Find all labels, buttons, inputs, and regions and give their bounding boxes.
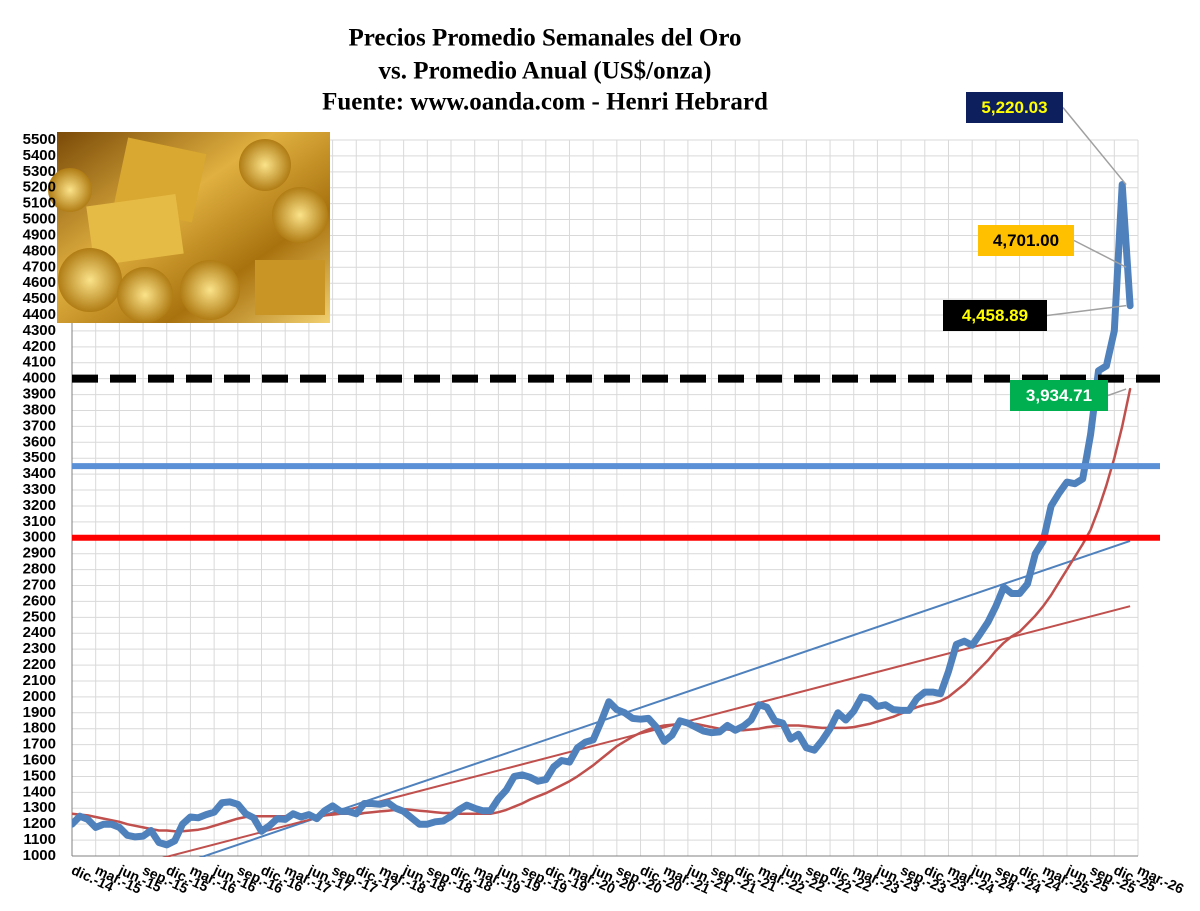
y-tick-label: 1300 [23, 799, 56, 816]
annotation-pointer [1073, 239, 1127, 268]
y-tick-label: 4500 [23, 290, 56, 307]
series-line [72, 387, 1132, 833]
y-tick-label: 2400 [23, 624, 56, 641]
annotation-box [966, 92, 1063, 123]
x-tick-label: mar.-26 [1135, 862, 1186, 897]
annotation-box [1010, 380, 1108, 411]
y-tick-label: 3900 [23, 386, 56, 403]
y-tick-label: 5200 [23, 179, 56, 196]
y-tick-label: 4600 [23, 274, 56, 291]
y-tick-label: 3800 [23, 401, 56, 418]
y-tick-label: 5500 [23, 131, 56, 148]
y-tick-label: 4200 [23, 338, 56, 355]
y-tick-label: 2100 [23, 672, 56, 689]
y-tick-label: 3100 [23, 513, 56, 530]
y-tick-label: 4400 [23, 306, 56, 323]
y-tick-label: 5100 [23, 195, 56, 212]
y-tick-label: 1800 [23, 720, 56, 737]
y-tick-label: 1100 [23, 831, 56, 848]
y-tick-label: 2800 [23, 561, 56, 578]
y-tick-label: 1600 [23, 752, 56, 769]
annotation-label: 3,934.71 [1026, 386, 1092, 405]
y-tick-label: 3200 [23, 497, 56, 514]
y-tick-label: 2600 [23, 592, 56, 609]
chart-title: Fuente: www.oanda.com - Henri Hebrard [322, 89, 768, 116]
grid [71, 139, 1139, 857]
y-tick-label: 1000 [23, 847, 56, 864]
annotation-pointer [1107, 388, 1127, 397]
annotation-pointer [1046, 304, 1127, 317]
y-tick-label: 1500 [23, 767, 56, 784]
y-tick-label: 3500 [23, 449, 56, 466]
y-tick-label: 2500 [23, 608, 56, 625]
y-tick-label: 5300 [23, 163, 56, 180]
y-tick-label: 2900 [23, 545, 56, 562]
chart-title: vs. Promedio Anual (US$/onza) [379, 58, 712, 85]
y-tick-label: 3400 [23, 465, 56, 482]
y-tick-label: 4800 [23, 242, 56, 259]
y-tick-label: 1400 [23, 783, 56, 800]
photo [48, 132, 330, 323]
y-tick-label: 3600 [23, 433, 56, 450]
y-tick-label: 2300 [23, 640, 56, 657]
y-tick-label: 1900 [23, 704, 56, 721]
y-tick-label: 4700 [23, 258, 56, 275]
annotation-label: 5,220.03 [981, 98, 1047, 117]
y-tick-label: 3700 [23, 417, 56, 434]
y-tick-label: 3300 [23, 481, 56, 498]
y-tick-label: 4100 [23, 354, 56, 371]
chart-title: Precios Promedio Semanales del Oro [348, 25, 741, 52]
y-tick-label: 1200 [23, 815, 56, 832]
y-tick-label: 5000 [23, 211, 56, 228]
annotation-label: 4,458.89 [962, 306, 1028, 325]
y-tick-label: 5400 [23, 147, 56, 164]
annotation-box [978, 225, 1074, 256]
plot-area [72, 181, 1134, 857]
y-tick-label: 4000 [23, 370, 56, 387]
annotation-label: 4,701.00 [993, 231, 1059, 250]
y-tick-label: 1700 [23, 736, 56, 753]
y-tick-label: 4900 [23, 226, 56, 243]
y-tick-label: 2700 [23, 576, 56, 593]
y-tick-label: 3000 [23, 529, 56, 546]
annotation-box [943, 300, 1047, 331]
y-tick-label: 2200 [23, 656, 56, 673]
y-tick-label: 2000 [23, 688, 56, 705]
y-tick-label: 4300 [23, 322, 56, 339]
annotation-pointer [1062, 107, 1127, 186]
series-line [72, 181, 1134, 849]
